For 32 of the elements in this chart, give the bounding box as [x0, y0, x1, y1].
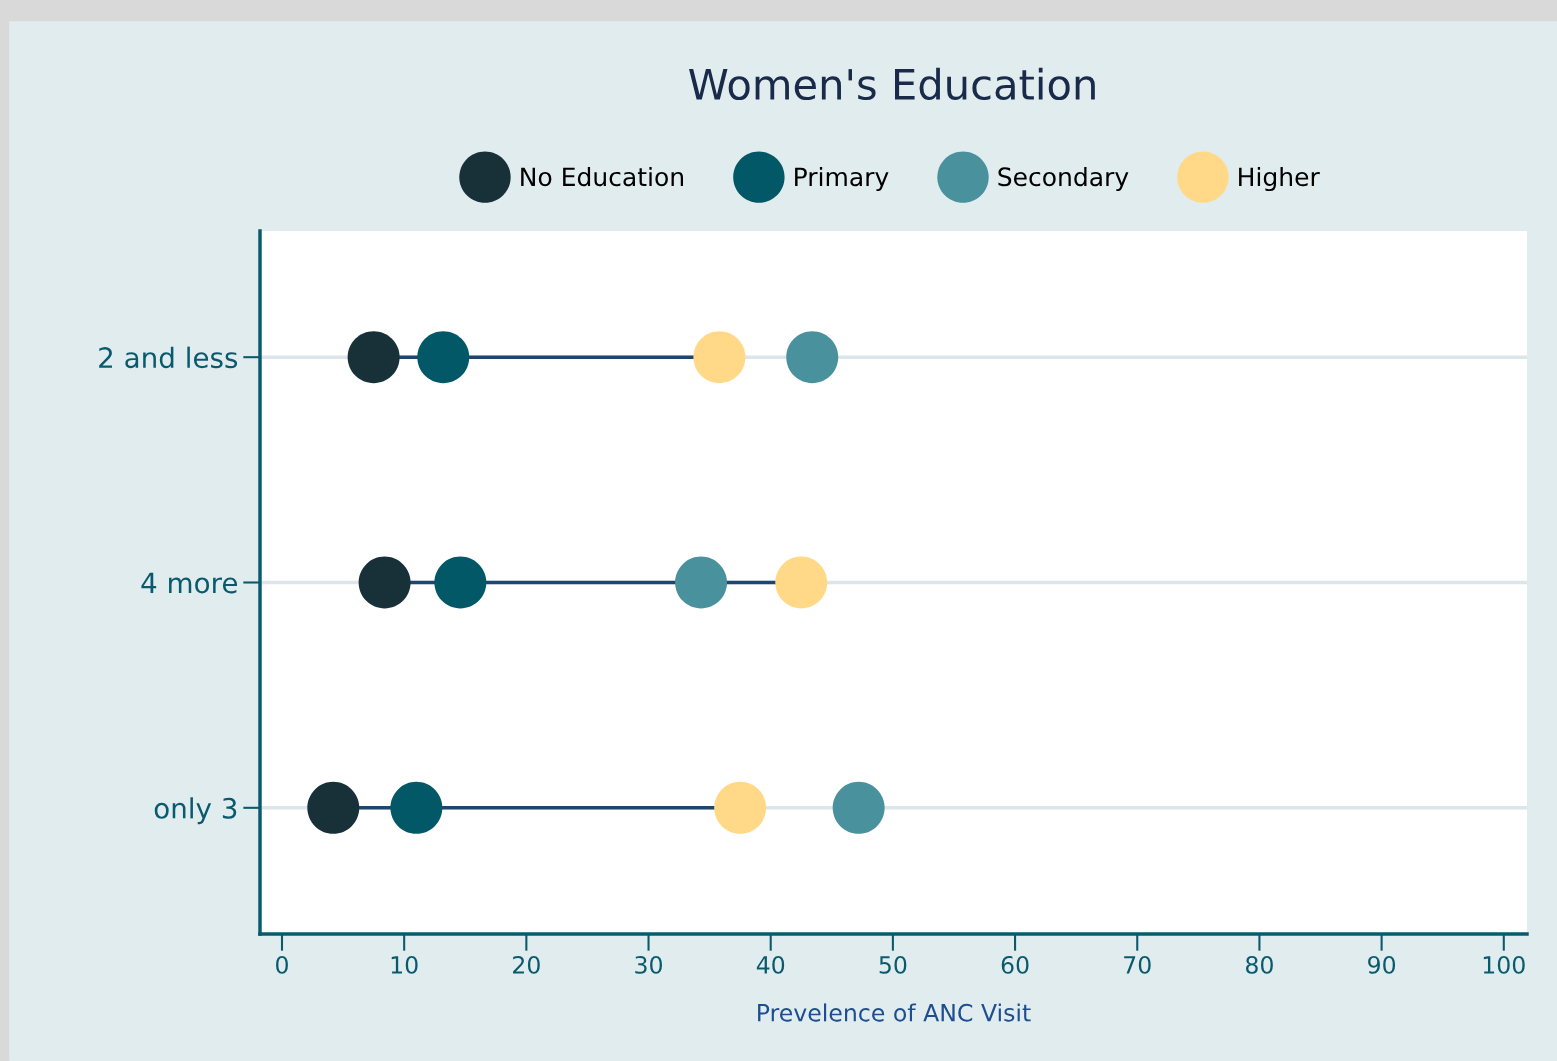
x-tick-label: 40	[756, 955, 785, 974]
y-tick-label: only 3	[154, 797, 237, 825]
x-axis-title: Prevelence of ANC Visit	[758, 1003, 1031, 1022]
point	[347, 331, 400, 384]
point	[390, 781, 443, 834]
legend-label: Secondary	[998, 166, 1129, 192]
legend-label: No Education	[521, 166, 684, 187]
legend-label: Primary	[795, 166, 889, 192]
x-tick-label: 90	[1368, 955, 1396, 974]
y-tick-label: 4 more	[141, 572, 237, 594]
chart-title: Women's Education	[689, 67, 1095, 101]
x-tick-label: 60	[1001, 955, 1029, 974]
x-tick-label: 50	[879, 955, 907, 974]
point	[358, 556, 411, 609]
x-tick-label: 100	[1483, 955, 1525, 974]
point	[714, 781, 767, 834]
point	[417, 331, 470, 384]
x-tick-label: 10	[391, 955, 418, 974]
point	[307, 781, 360, 834]
point	[775, 556, 828, 609]
x-tick-label: 80	[1246, 955, 1273, 974]
point	[832, 781, 885, 834]
x-tick-label: 70	[1124, 955, 1151, 974]
point	[693, 331, 746, 384]
point	[786, 331, 839, 384]
x-tick-label: 30	[635, 955, 662, 974]
point	[675, 556, 728, 609]
legend-label: Higher	[1239, 166, 1320, 192]
x-tick-label: 0	[276, 955, 288, 974]
y-tick-label: 2 and less	[99, 346, 238, 369]
point	[434, 556, 487, 609]
x-tick-label: 20	[513, 955, 540, 974]
